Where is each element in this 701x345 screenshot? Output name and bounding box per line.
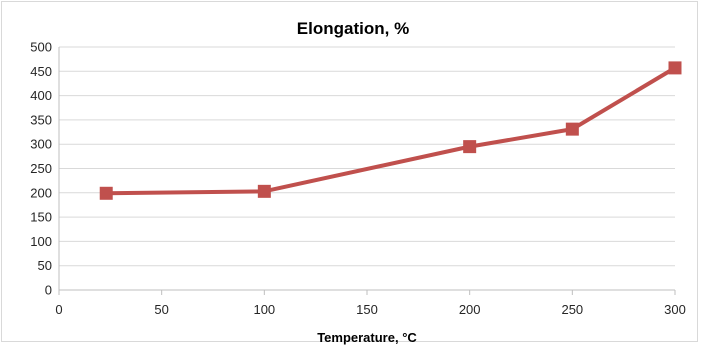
x-tick-label-200: 200 [459,302,481,317]
data-point-4 [668,61,682,75]
data-point-3 [565,122,579,136]
x-axis: 0 50 100 150 200 250 300 [55,289,686,317]
y-tick-label-300: 300 [30,137,52,152]
x-tick-label-300: 300 [664,302,686,317]
y-tick-label-250: 250 [30,161,52,176]
chart-title: Elongation, % [297,19,409,38]
y-tick-label-350: 350 [30,112,52,127]
y-tick-label-150: 150 [30,210,52,225]
y-tick-label-100: 100 [30,234,52,249]
series-line [99,61,682,200]
y-tick-label-400: 400 [30,88,52,103]
x-tick-label-0: 0 [55,302,62,317]
data-point-2 [463,140,477,154]
x-tick-label-250: 250 [561,302,583,317]
x-tick-label-50: 50 [154,302,168,317]
x-tick-label-150: 150 [356,302,378,317]
data-point-1 [257,184,271,198]
series-0-line [104,65,677,196]
y-axis: 0 50 100 150 200 250 300 350 400 450 500 [30,40,60,298]
y-tick-label-500: 500 [30,40,52,55]
x-tick-label-100: 100 [253,302,275,317]
x-axis-title: Temperature, °C [317,330,417,345]
y-tick-label-450: 450 [30,64,52,79]
y-tick-label-200: 200 [30,185,52,200]
data-point-0 [99,186,113,200]
y-tick-label-0: 0 [45,283,52,298]
y-tick-label-50: 50 [38,258,52,273]
